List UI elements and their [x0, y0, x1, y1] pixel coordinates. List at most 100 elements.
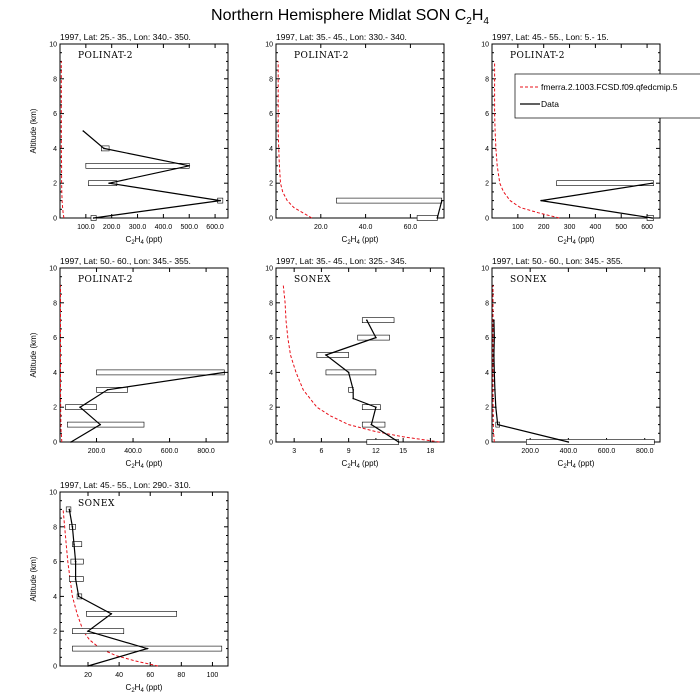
y-tick-label: 4 — [53, 370, 57, 377]
y-tick-label: 10 — [265, 42, 273, 49]
y-tick-label: 8 — [485, 76, 489, 83]
data-point — [375, 406, 377, 409]
range-bar — [316, 352, 349, 358]
data-point — [74, 578, 77, 580]
y-axis-label: Altitude (km) — [29, 556, 38, 601]
x-axis-label: C2H4 (ppt) — [126, 459, 163, 470]
y-tick-label: 2 — [53, 629, 57, 636]
data-point — [73, 543, 75, 545]
range-bar — [416, 215, 438, 221]
data-point — [103, 147, 105, 150]
campaign-label: POLINAT-2 — [78, 51, 133, 61]
data-point — [651, 182, 654, 184]
y-axis-label: Altitude (km) — [29, 108, 38, 153]
data-point — [223, 371, 226, 374]
data-point — [347, 371, 350, 374]
data-point — [87, 665, 89, 667]
x-tick-label: 600.0 — [161, 448, 179, 455]
range-bar — [336, 197, 443, 204]
x-tick-label: 40 — [115, 672, 123, 679]
panel-5: 0 2 4 6 8 10 3 6 9 12 15 18 1997, Lat: 35.- 45., Lon… — [265, 256, 445, 470]
y-tick-label: 6 — [485, 335, 489, 342]
y-tick-label: 6 — [53, 111, 57, 118]
range-bar — [556, 180, 654, 186]
panel-6: 0 2 4 6 8 10 200.0 400.0 600.0 800.0 1997, Lat: 50… — [481, 256, 661, 470]
y-tick-label: 0 — [485, 216, 489, 223]
plot-frame — [59, 43, 229, 219]
plot-frame — [491, 43, 661, 219]
data-point — [99, 423, 101, 426]
panel-title: 1997, Lat: 45.- 55., Lon: 5.- 15. — [492, 32, 609, 42]
data-point — [540, 199, 542, 202]
data-point — [325, 354, 327, 356]
plot-frame — [491, 267, 661, 443]
x-tick-label: 800.0 — [636, 448, 654, 455]
y-tick-label: 8 — [269, 300, 273, 307]
data-point — [68, 508, 71, 511]
data-point — [440, 199, 443, 202]
range-bar — [526, 439, 655, 445]
data-point — [493, 319, 495, 322]
legend: fmerra.2.1003.FCSD.f09.qfedcmip.5 Data — [514, 73, 700, 119]
panel-title: 1997, Lat: 50.- 60., Lon: 345.- 355. — [60, 256, 191, 266]
x-tick-label: 400.0 — [155, 224, 173, 231]
panel-3: 0 2 4 6 8 10 100 200 300 400 500 600 1997, Lat: 45.-… — [481, 32, 661, 246]
y-tick-label: 6 — [269, 335, 273, 342]
data-point — [567, 441, 570, 443]
x-tick-label: 400.0 — [124, 448, 142, 455]
y-tick-label: 4 — [53, 594, 57, 601]
x-tick-label: 200.0 — [103, 224, 121, 231]
x-tick-label: 200 — [538, 224, 550, 231]
panel-title: 1997, Lat: 25.- 35., Lon: 340.- 350. — [60, 32, 191, 42]
data-point — [74, 560, 77, 563]
x-tick-label: 100.0 — [77, 224, 95, 231]
data-point — [79, 406, 81, 409]
model-line — [282, 285, 440, 443]
x-axis-label: C2H4 (ppt) — [342, 235, 379, 246]
panel-7: 0 2 4 6 8 10 20 40 60 80 100 1997, Lat: 45.- 55., L… — [29, 480, 229, 694]
data-point — [651, 217, 654, 219]
data-line — [436, 200, 443, 219]
range-bar — [361, 421, 386, 428]
x-tick-label: 20 — [84, 672, 92, 679]
range-bar — [366, 439, 399, 445]
campaign-label: POLINAT-2 — [78, 275, 133, 285]
y-tick-label: 10 — [265, 266, 273, 273]
y-tick-label: 6 — [485, 111, 489, 118]
x-tick-label: 80 — [177, 672, 185, 679]
x-tick-label: 40.0 — [359, 224, 373, 231]
y-tick-label: 2 — [485, 181, 489, 188]
legend-model-label: fmerra.2.1003.FCSD.f09.qfedcmip.5 — [541, 82, 678, 92]
x-tick-label: 500 — [615, 224, 627, 231]
y-tick-label: 2 — [53, 405, 57, 412]
x-tick-label: 12 — [372, 448, 380, 455]
y-tick-label: 4 — [269, 146, 273, 153]
x-tick-label: 60.0 — [404, 224, 418, 231]
data-line — [68, 509, 150, 667]
data-point — [494, 389, 496, 391]
y-tick-label: 0 — [269, 216, 273, 223]
range-bar — [96, 369, 225, 376]
y-tick-label: 0 — [269, 440, 273, 447]
panel-title: 1997, Lat: 50.- 60., Lon: 345.- 355. — [492, 256, 623, 266]
y-tick-label: 4 — [485, 146, 489, 153]
y-tick-label: 10 — [49, 266, 57, 273]
plot-frame — [275, 43, 445, 219]
legend-data-label: Data — [541, 99, 559, 109]
data-point — [375, 336, 377, 339]
range-bar — [67, 421, 145, 428]
data-point — [77, 595, 80, 598]
x-tick-label: 300.0 — [129, 224, 147, 231]
figure-title: Northern Hemisphere Midlat SON C2H4 — [211, 7, 489, 27]
range-bar — [72, 541, 83, 548]
plot-frame — [59, 491, 229, 667]
data-point — [82, 130, 85, 132]
y-tick-label: 2 — [269, 405, 273, 412]
campaign-label: SONEX — [78, 499, 115, 509]
range-bar — [361, 404, 381, 411]
x-tick-label: 15 — [399, 448, 407, 455]
model-line — [60, 61, 65, 219]
y-tick-label: 8 — [269, 76, 273, 83]
y-tick-label: 6 — [53, 559, 57, 566]
